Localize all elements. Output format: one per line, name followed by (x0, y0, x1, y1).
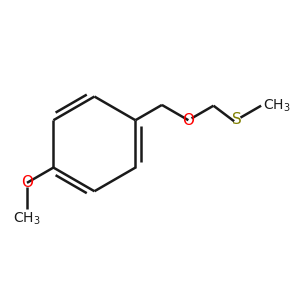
Text: O: O (182, 113, 194, 128)
Text: O: O (21, 175, 33, 190)
Text: CH$_3$: CH$_3$ (263, 98, 290, 114)
Text: S: S (232, 112, 242, 127)
Text: CH$_3$: CH$_3$ (13, 210, 41, 227)
